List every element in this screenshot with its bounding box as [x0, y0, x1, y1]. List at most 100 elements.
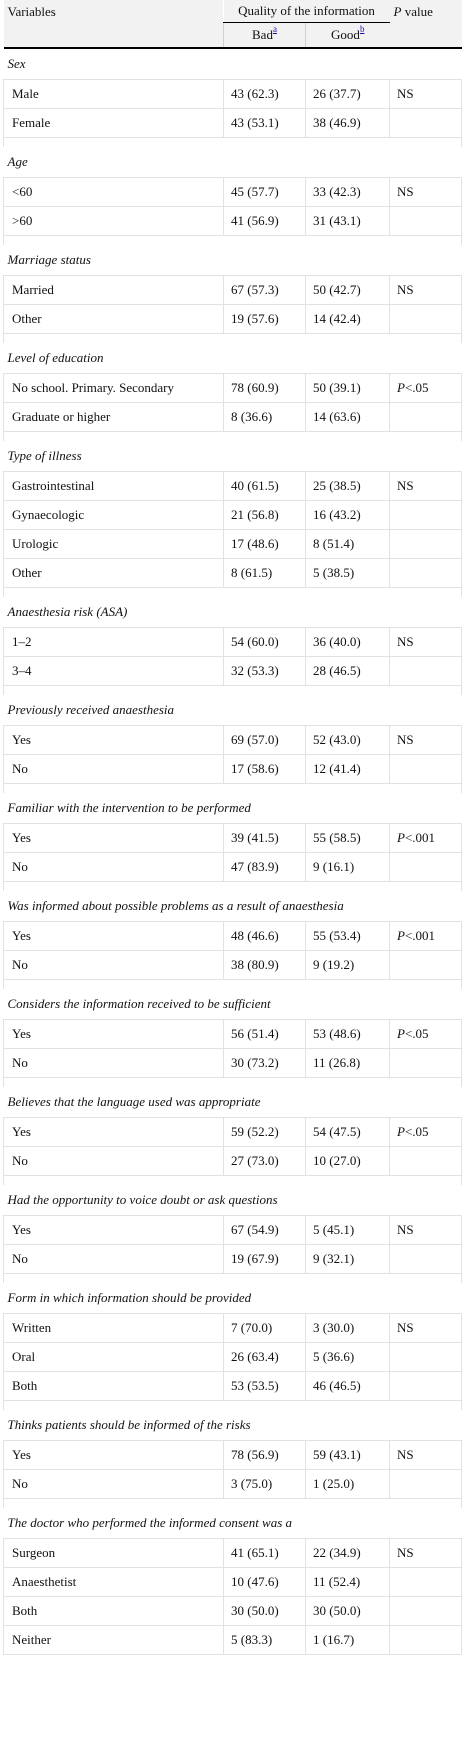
bad-value: 43 (62.3) — [223, 79, 306, 109]
table-row: Yes 59 (52.2) 54 (47.5) P<.05 — [3, 1117, 462, 1147]
group-header-row: Was informed about possible problems as … — [4, 891, 462, 922]
bad-value: 69 (57.0) — [223, 725, 306, 755]
bad-value: 59 (52.2) — [223, 1117, 306, 1147]
row-label: Anaesthetist — [3, 1567, 224, 1597]
table-row: Yes 39 (41.5) 55 (58.5) P<.001 — [3, 823, 462, 853]
spacer-cell — [3, 587, 462, 597]
bad-value: 30 (73.2) — [223, 1048, 306, 1078]
row-label: 3–4 — [3, 656, 224, 686]
table-row: Both 30 (50.0) 30 (50.0) — [3, 1596, 462, 1626]
spacer-cell — [3, 1175, 462, 1185]
p-value: NS — [389, 177, 462, 207]
p-value-header: P value — [389, 0, 462, 49]
row-label: Female — [3, 108, 224, 138]
good-value: 59 (43.1) — [305, 1440, 390, 1470]
group-header-row: Considers the information received to be… — [4, 989, 462, 1020]
p-value — [389, 206, 462, 236]
row-label: No — [3, 852, 224, 882]
p-value — [389, 1625, 462, 1655]
table-row: Neither 5 (83.3) 1 (16.7) — [3, 1625, 462, 1655]
row-label: Male — [3, 79, 224, 109]
good-value: 31 (43.1) — [305, 206, 390, 236]
p-value — [389, 950, 462, 980]
good-value: 11 (26.8) — [305, 1048, 390, 1078]
p-value — [389, 1371, 462, 1401]
group-title: Form in which information should be prov… — [7, 1290, 252, 1305]
good-value: 3 (30.0) — [305, 1313, 390, 1343]
row-label: Gastrointestinal — [3, 471, 224, 501]
p-value — [389, 1146, 462, 1176]
good-value: 14 (42.4) — [305, 304, 390, 334]
group-title: Age — [7, 154, 28, 169]
p-value — [389, 1244, 462, 1274]
good-value: 1 (25.0) — [305, 1469, 390, 1499]
p-value — [389, 1342, 462, 1372]
p-value — [389, 754, 462, 784]
row-label: Neither — [3, 1625, 224, 1655]
group-title: Type of illness — [7, 448, 82, 463]
group-title: Thinks patients should be informed of th… — [7, 1417, 251, 1432]
row-label: Gynaecologic — [3, 500, 224, 530]
bad-value: 39 (41.5) — [223, 823, 306, 853]
table-row: Graduate or higher 8 (36.6) 14 (63.6) — [3, 402, 462, 432]
bad-value: 48 (46.6) — [223, 921, 306, 951]
spacer-cell — [3, 881, 462, 891]
group-spacer — [3, 333, 462, 343]
footnote-a-link[interactable]: a — [272, 24, 277, 34]
bad-value: 56 (51.4) — [223, 1019, 306, 1049]
p-value: P<.05 — [389, 1117, 462, 1147]
p-value: NS — [389, 79, 462, 109]
quality-header: Quality of the information — [223, 0, 390, 23]
bad-value: 3 (75.0) — [223, 1469, 306, 1499]
spacer-cell — [3, 1498, 462, 1508]
table-body: Sex Male 43 (62.3) 26 (37.7) NS Female 43 (53.… — [3, 48, 462, 1655]
group-spacer — [3, 1400, 462, 1410]
spacer-cell — [3, 431, 462, 441]
bad-value: 41 (56.9) — [223, 206, 306, 236]
table-row: Oral 26 (63.4) 5 (36.6) — [3, 1342, 462, 1372]
bad-value: 10 (47.6) — [223, 1567, 306, 1597]
p-value — [389, 529, 462, 559]
bad-label: Bad — [252, 27, 273, 42]
table-row: Anaesthetist 10 (47.6) 11 (52.4) — [3, 1567, 462, 1597]
good-value: 12 (41.4) — [305, 754, 390, 784]
table-row: Urologic 17 (48.6) 8 (51.4) — [3, 529, 462, 559]
group-spacer — [3, 1077, 462, 1087]
p-value — [389, 402, 462, 432]
row-label: Surgeon — [3, 1538, 224, 1568]
table-row: Yes 67 (54.9) 5 (45.1) NS — [3, 1215, 462, 1245]
good-value: 16 (43.2) — [305, 500, 390, 530]
good-value: 9 (19.2) — [305, 950, 390, 980]
row-label: No school. Primary. Secondary — [3, 373, 224, 403]
p-value-rest: value — [401, 4, 433, 19]
table-row: No school. Primary. Secondary 78 (60.9) 50… — [3, 373, 462, 403]
footnote-b-link[interactable]: b — [359, 24, 365, 34]
row-label: Yes — [3, 1215, 224, 1245]
group-title: Marriage status — [7, 252, 91, 267]
good-value: 5 (38.5) — [305, 558, 390, 588]
group-title: Anaesthesia risk (ASA) — [7, 604, 128, 619]
table-row: Both 53 (53.5) 46 (46.5) — [3, 1371, 462, 1401]
p-value — [389, 558, 462, 588]
good-value: 9 (16.1) — [305, 852, 390, 882]
table-row: No 47 (83.9) 9 (16.1) — [3, 852, 462, 882]
row-label: Yes — [3, 1019, 224, 1049]
good-value: 36 (40.0) — [305, 627, 390, 657]
bad-value: 30 (50.0) — [223, 1596, 306, 1626]
bad-value: 7 (70.0) — [223, 1313, 306, 1343]
bad-value: 19 (67.9) — [223, 1244, 306, 1274]
group-title: Considers the information received to be… — [7, 996, 271, 1011]
bad-value: 17 (48.6) — [223, 529, 306, 559]
good-value: 1 (16.7) — [305, 1625, 390, 1655]
row-label: Written — [3, 1313, 224, 1343]
good-value: 5 (45.1) — [305, 1215, 390, 1245]
group-title: Believes that the language used was appr… — [7, 1094, 261, 1109]
row-label: >60 — [3, 206, 224, 236]
table-row: Yes 78 (56.9) 59 (43.1) NS — [3, 1440, 462, 1470]
spacer-cell — [3, 1273, 462, 1283]
bad-value: 38 (80.9) — [223, 950, 306, 980]
table-row: Yes 56 (51.4) 53 (48.6) P<.05 — [3, 1019, 462, 1049]
group-header-row: Thinks patients should be informed of th… — [4, 1410, 462, 1441]
table-row: >60 41 (56.9) 31 (43.1) — [3, 206, 462, 236]
group-spacer — [3, 235, 462, 245]
